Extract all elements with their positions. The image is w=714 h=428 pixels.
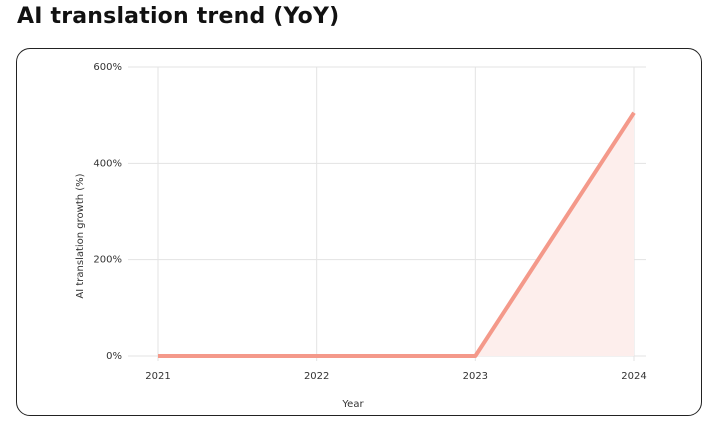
x-tick-label: 2023	[463, 371, 488, 382]
y-tick-label: 600%	[93, 62, 122, 73]
x-tick-label: 2022	[304, 371, 329, 382]
y-tick-label: 0%	[106, 351, 122, 362]
chart-card	[16, 48, 702, 416]
line	[158, 111, 636, 358]
chart-title: AI translation trend (YoY)	[17, 4, 340, 29]
y-tick-label: 200%	[93, 255, 122, 266]
x-tick-label: 2021	[145, 371, 170, 382]
y-axis-label: AI translation growth (%)	[75, 173, 86, 298]
y-tick-label: 400%	[93, 158, 122, 169]
x-tick-label: 2024	[621, 371, 646, 382]
x-axis-label: Year	[341, 399, 364, 410]
area	[158, 112, 634, 356]
